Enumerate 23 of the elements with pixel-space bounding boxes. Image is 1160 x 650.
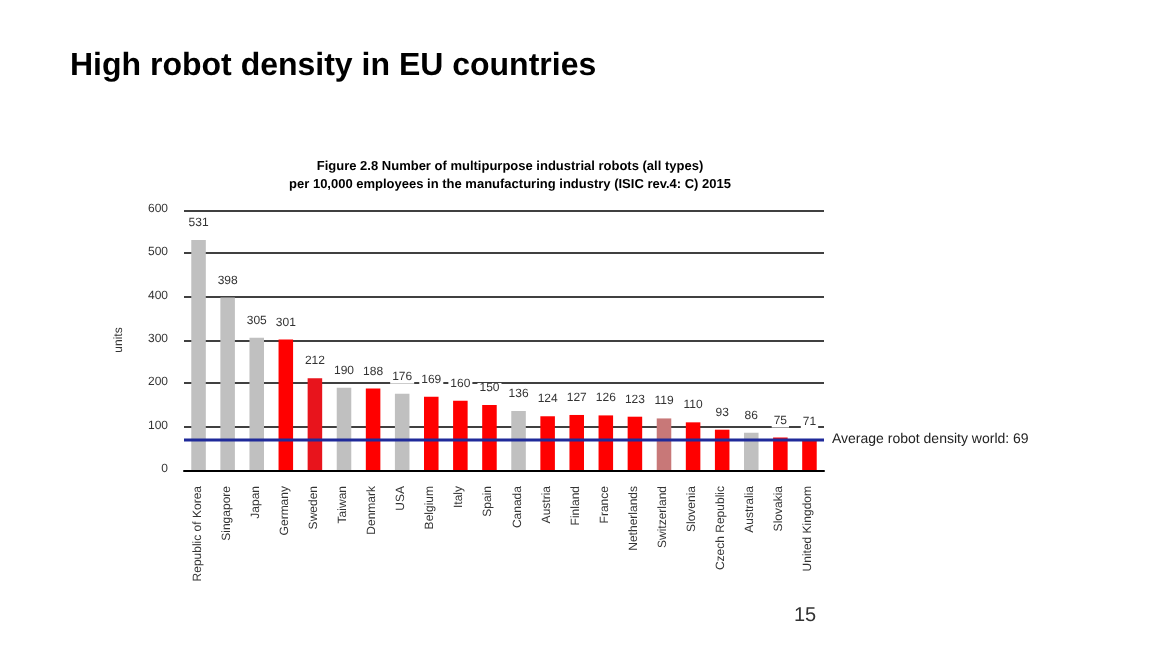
bar (278, 339, 294, 470)
bar (307, 378, 323, 470)
bar (598, 415, 614, 470)
bar (569, 414, 584, 470)
bar (424, 396, 439, 470)
bar (394, 393, 410, 470)
bar (482, 405, 497, 470)
bar (365, 388, 381, 470)
bar (773, 437, 788, 470)
bar (249, 337, 264, 470)
bar (220, 297, 235, 470)
bar (540, 416, 555, 470)
bar (453, 400, 468, 470)
bar (336, 387, 352, 470)
text: 15 (794, 605, 818, 627)
bar (656, 418, 672, 470)
bar (191, 239, 206, 470)
bar (685, 422, 701, 470)
bar (627, 416, 643, 470)
chart-title: High robot density in EU countries (70, 49, 597, 83)
bar (511, 411, 526, 470)
bar (802, 439, 817, 470)
bar (744, 432, 759, 470)
